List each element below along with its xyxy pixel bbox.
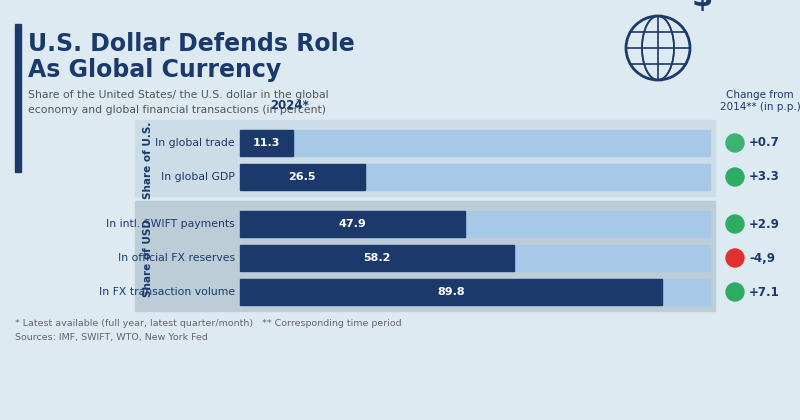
Text: +3.3: +3.3	[749, 171, 780, 184]
Circle shape	[726, 283, 744, 301]
Text: +0.7: +0.7	[749, 136, 780, 150]
Text: In global trade: In global trade	[155, 138, 235, 148]
Text: 58.2: 58.2	[363, 253, 390, 263]
Circle shape	[726, 134, 744, 152]
Bar	[240, 130, 710, 156]
Text: In official FX reserves: In official FX reserves	[118, 253, 235, 263]
Text: $: $	[692, 0, 714, 12]
Bar	[240, 245, 514, 271]
Bar	[240, 245, 710, 271]
Text: Change from
2014** (in p.p.): Change from 2014** (in p.p.)	[720, 89, 800, 112]
Circle shape	[726, 249, 744, 267]
Text: 89.8: 89.8	[438, 287, 465, 297]
Bar	[15, 24, 21, 172]
Text: 47.9: 47.9	[338, 219, 366, 229]
Text: In global GDP: In global GDP	[161, 172, 235, 182]
Bar	[240, 164, 365, 190]
Text: 2024*: 2024*	[270, 99, 310, 112]
Text: In intl. SWIFT payments: In intl. SWIFT payments	[106, 219, 235, 229]
Bar	[240, 211, 710, 237]
Text: -4,9: -4,9	[749, 252, 775, 265]
Text: Share of U.S.: Share of U.S.	[143, 121, 153, 199]
Text: Share of the United States/ the U.S. dollar in the global
economy and global fin: Share of the United States/ the U.S. dol…	[28, 90, 329, 115]
Bar	[240, 279, 710, 305]
Text: U.S. Dollar Defends Role: U.S. Dollar Defends Role	[28, 32, 354, 56]
Text: 11.3: 11.3	[253, 138, 280, 148]
Text: * Latest available (full year, latest quarter/month)   ** Corresponding time per: * Latest available (full year, latest qu…	[15, 319, 402, 328]
Bar	[135, 201, 715, 311]
Bar	[240, 211, 465, 237]
Text: +7.1: +7.1	[749, 286, 780, 299]
Circle shape	[726, 168, 744, 186]
Text: In FX transaction volume: In FX transaction volume	[99, 287, 235, 297]
Text: Sources: IMF, SWIFT, WTO, New York Fed: Sources: IMF, SWIFT, WTO, New York Fed	[15, 333, 208, 342]
Circle shape	[726, 215, 744, 233]
Text: +2.9: +2.9	[749, 218, 780, 231]
Bar	[135, 120, 715, 196]
Text: As Global Currency: As Global Currency	[28, 58, 282, 82]
Bar	[240, 164, 710, 190]
Text: Share of USD: Share of USD	[143, 219, 153, 297]
Bar	[240, 130, 293, 156]
Bar	[240, 279, 662, 305]
Text: 26.5: 26.5	[289, 172, 316, 182]
